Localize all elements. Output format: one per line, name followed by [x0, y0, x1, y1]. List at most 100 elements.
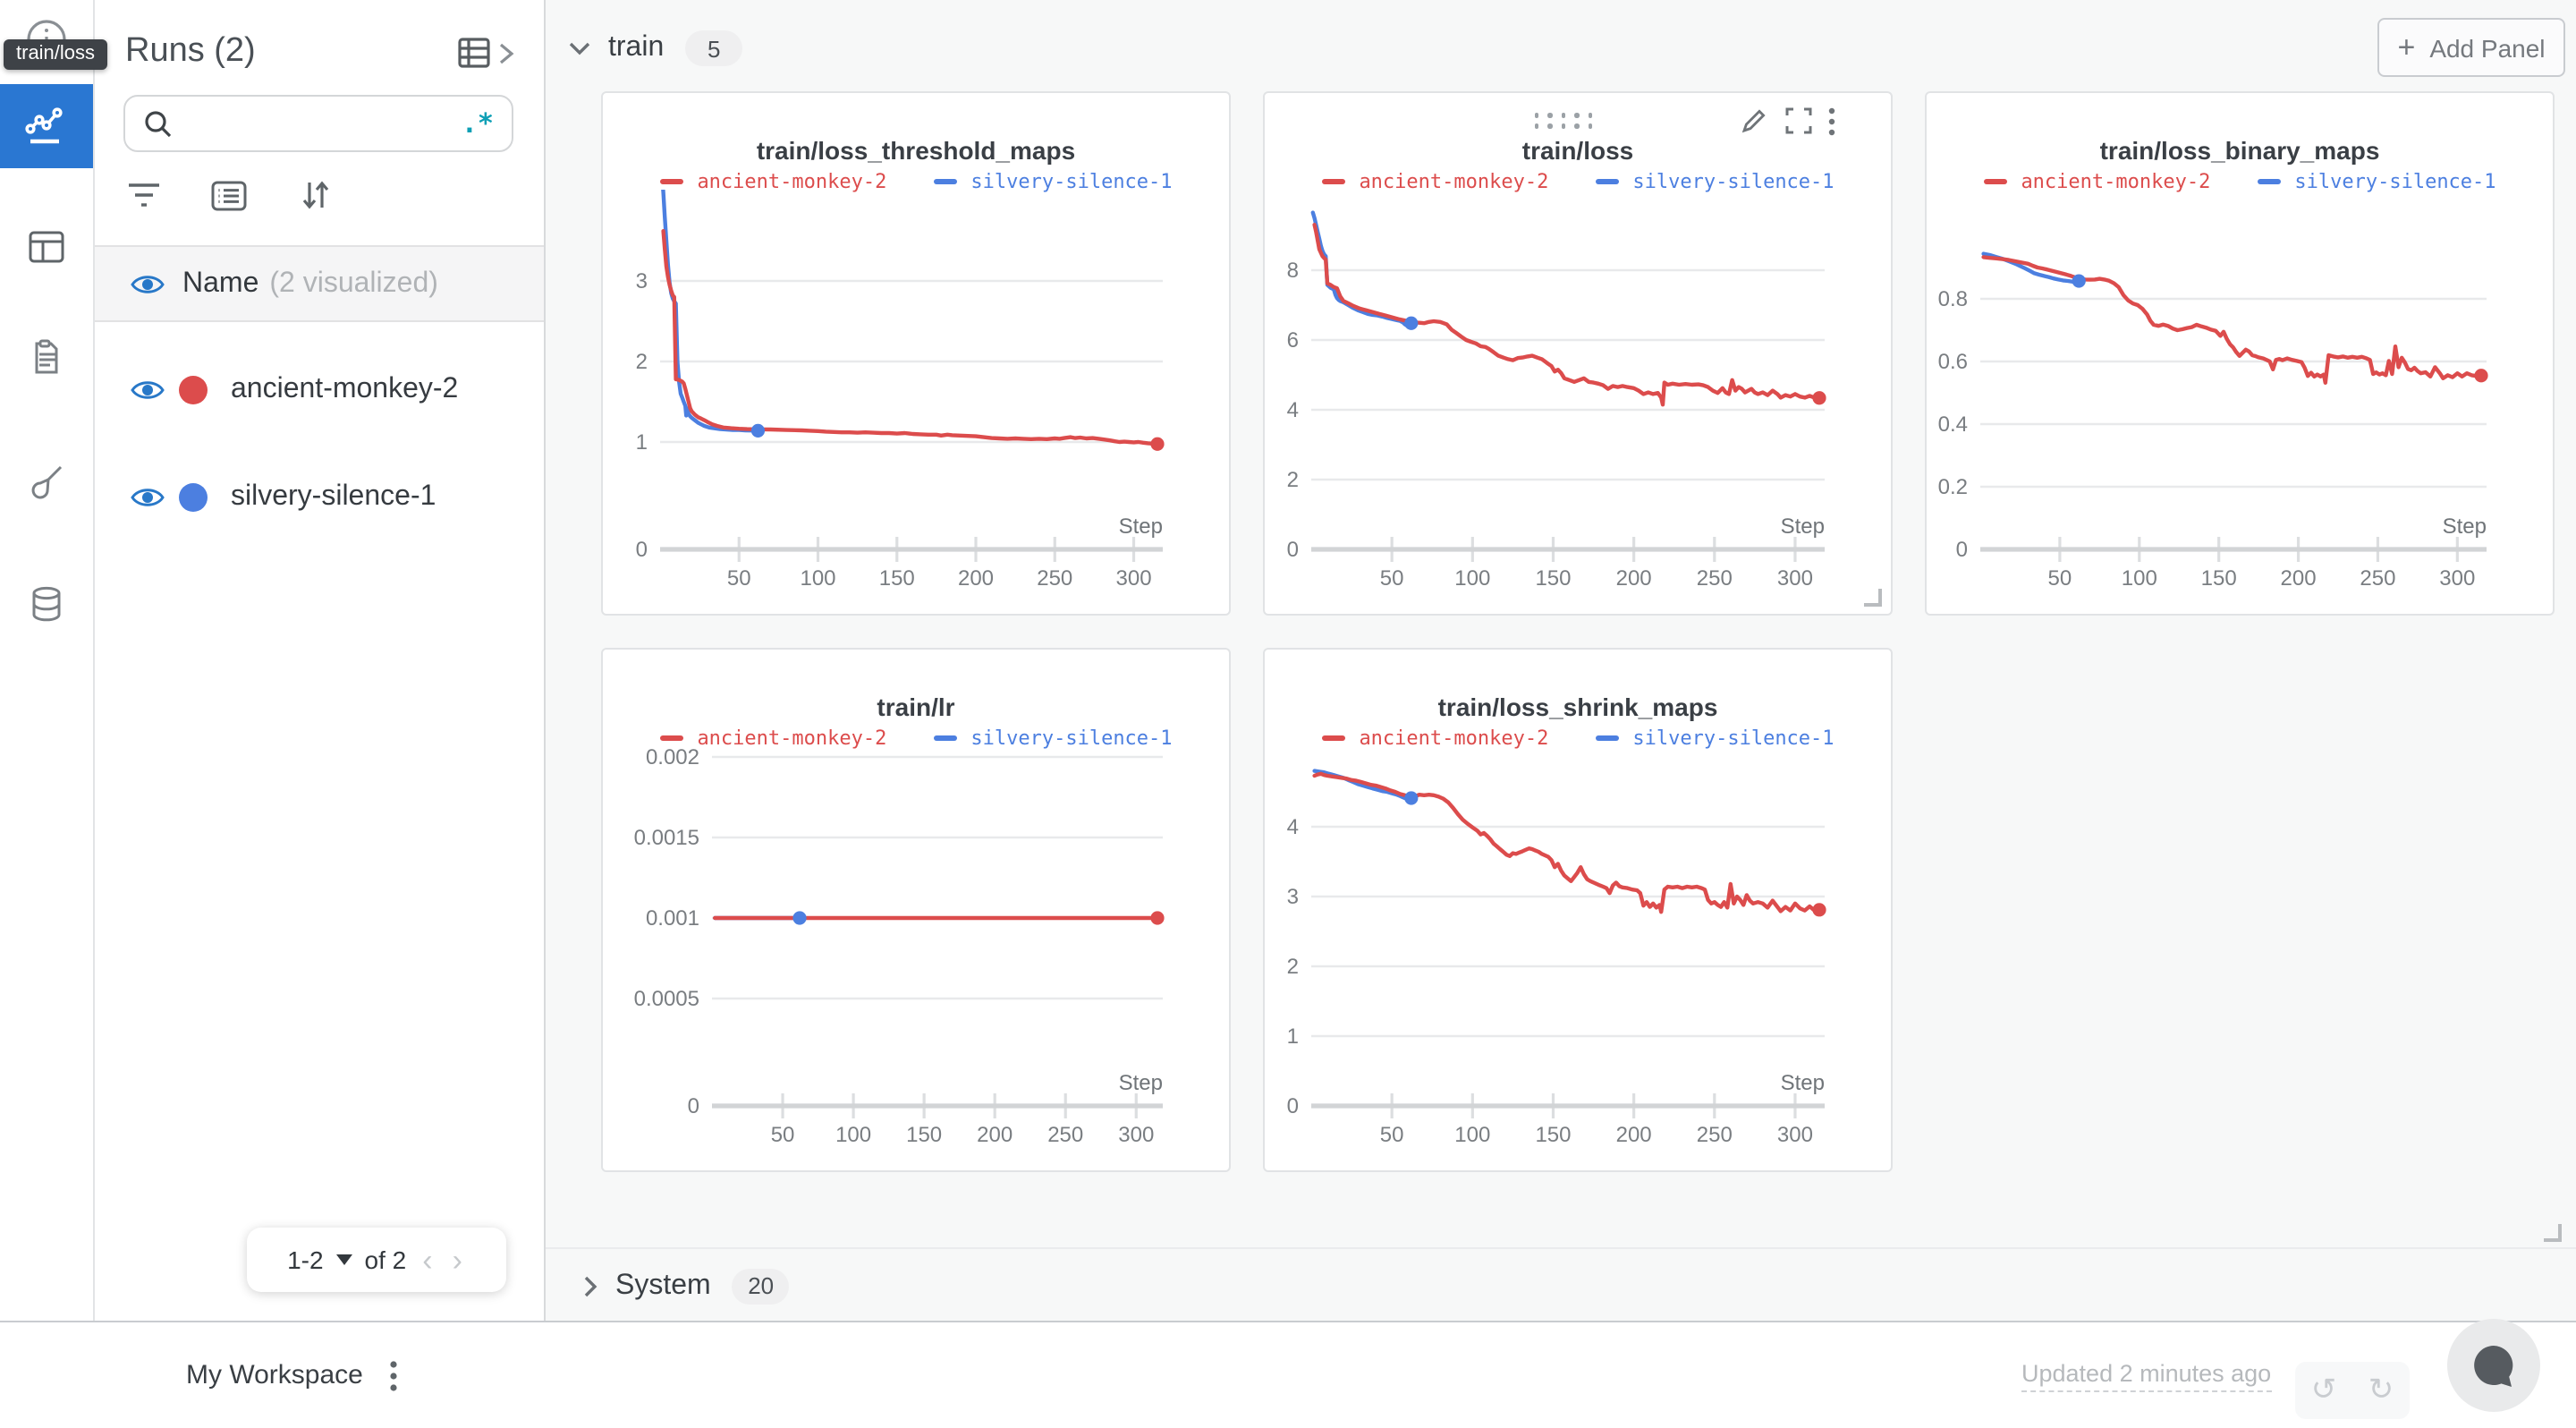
section-system-header[interactable]: System 20: [544, 1247, 2576, 1321]
svg-text:200: 200: [1616, 1123, 1652, 1147]
chart-title: train/lr: [877, 693, 955, 721]
svg-text:250: 250: [1037, 566, 1072, 591]
add-panel-button[interactable]: + Add Panel: [2377, 18, 2565, 77]
run-name: ancient-monkey-2: [231, 374, 459, 404]
legend-dash: [1595, 178, 1619, 185]
run-color-dot: [179, 483, 208, 512]
legend-dash: [1321, 735, 1345, 742]
svg-text:0: 0: [636, 538, 648, 562]
prev-page-button[interactable]: ‹: [422, 1243, 433, 1277]
legend-run-name: silvery-silence-1: [970, 170, 1173, 193]
legend-dash: [933, 178, 957, 185]
rail-item-logs[interactable]: [0, 319, 93, 397]
rail-item-workspace-charts[interactable]: [0, 84, 93, 168]
legend-item[interactable]: silvery-silence-1: [933, 170, 1173, 193]
svg-text:300: 300: [1118, 1123, 1154, 1147]
svg-text:Step: Step: [1781, 1071, 1825, 1095]
legend-item[interactable]: ancient-monkey-2: [1983, 170, 2210, 193]
section-train-header[interactable]: train 5: [569, 25, 743, 72]
table-layout-icon: [29, 231, 64, 263]
svg-text:100: 100: [2122, 566, 2157, 591]
undo-button[interactable]: ↺: [2310, 1373, 2337, 1407]
svg-text:300: 300: [1777, 566, 1813, 591]
svg-text:150: 150: [906, 1123, 942, 1147]
chevron-right-icon: [499, 43, 514, 64]
svg-text:50: 50: [1380, 1123, 1404, 1147]
chart-panel[interactable]: train/loss ancient-monkey-2 silvery-silen…: [1263, 91, 1893, 616]
run-color-dot: [179, 376, 208, 404]
svg-text:150: 150: [1535, 566, 1571, 591]
chart-plot: 1 2 3 0 50 100 150 200 250 300 Step: [636, 190, 1165, 591]
chevron-right-icon: [584, 1275, 597, 1296]
svg-text:3: 3: [636, 269, 648, 293]
legend-item[interactable]: ancient-monkey-2: [1321, 170, 1548, 193]
caret-down-icon[interactable]: [335, 1254, 352, 1265]
drag-handle-icon[interactable]: [1530, 109, 1597, 132]
eye-icon[interactable]: [131, 485, 165, 510]
last-updated[interactable]: Updated 2 minutes ago: [2021, 1322, 2272, 1428]
chart-panel[interactable]: train/loss_binary_maps ancient-monkey-2 s…: [1925, 91, 2555, 616]
legend-run-name: ancient-monkey-2: [1359, 170, 1549, 193]
runs-panel: Runs (2) .* Name (2 visualized): [93, 0, 546, 1321]
svg-text:0.2: 0.2: [1938, 475, 1968, 499]
redo-button[interactable]: ↻: [2368, 1373, 2394, 1407]
next-page-button[interactable]: ›: [452, 1243, 462, 1277]
rail-item-tables[interactable]: [0, 208, 93, 286]
visualized-count: (2 visualized): [269, 268, 438, 298]
table-icon: [458, 38, 490, 68]
svg-text:2: 2: [636, 350, 648, 374]
legend-item[interactable]: ancient-monkey-2: [659, 170, 886, 193]
fullscreen-icon[interactable]: [1785, 107, 1812, 134]
legend-item[interactable]: silvery-silence-1: [933, 727, 1173, 750]
chart-panel[interactable]: train/loss_threshold_maps ancient-monkey…: [601, 91, 1231, 616]
legend-item[interactable]: silvery-silence-1: [1595, 727, 1835, 750]
runs-table-expand-button[interactable]: [454, 32, 526, 75]
pagination-range[interactable]: 1-2: [287, 1245, 324, 1274]
section-resize-handle[interactable]: [2544, 1224, 2562, 1242]
edit-pencil-icon[interactable]: [1741, 107, 1767, 134]
svg-text:4: 4: [1287, 815, 1299, 839]
panel-menu-icon[interactable]: [1828, 107, 1835, 136]
chart-title: train/loss_shrink_maps: [1437, 693, 1718, 721]
svg-text:Step: Step: [2443, 514, 2487, 539]
workspace-title[interactable]: My Workspace: [186, 1360, 363, 1390]
rail-item-artifacts[interactable]: [0, 565, 93, 644]
regex-toggle[interactable]: .*: [461, 107, 494, 140]
legend-item[interactable]: ancient-monkey-2: [659, 727, 886, 750]
chart-panel[interactable]: train/loss_shrink_maps ancient-monkey-2 s…: [1263, 648, 1893, 1172]
run-row[interactable]: ancient-monkey-2: [93, 351, 544, 429]
svg-text:3: 3: [1287, 885, 1299, 909]
svg-text:1: 1: [1287, 1024, 1299, 1049]
sort-icon[interactable]: [295, 175, 335, 215]
panel-resize-handle[interactable]: [1864, 589, 1882, 607]
runs-header-row[interactable]: Name (2 visualized): [93, 245, 544, 322]
rail-item-sweeps[interactable]: [0, 444, 93, 523]
svg-text:0.001: 0.001: [646, 906, 699, 931]
runs-column-name: Name: [182, 268, 259, 298]
chart-panel[interactable]: train/lr ancient-monkey-2 silvery-silence…: [601, 648, 1231, 1172]
kebab-menu-icon[interactable]: [381, 1356, 406, 1396]
chart-plot: 0.2 0.4 0.6 0.8 0 50 100 150 200 250 300 Step: [1938, 251, 2488, 591]
svg-text:300: 300: [1116, 566, 1152, 591]
svg-text:0.0005: 0.0005: [634, 987, 699, 1011]
filter-icon[interactable]: [123, 175, 163, 215]
legend-item[interactable]: silvery-silence-1: [2257, 170, 2496, 193]
legend-dash: [2257, 178, 2281, 185]
list-settings-icon[interactable]: [209, 175, 249, 215]
legend-item[interactable]: silvery-silence-1: [1595, 170, 1835, 193]
svg-text:1: 1: [636, 430, 648, 455]
legend-dash: [1983, 178, 2007, 185]
chart-legend: ancient-monkey-2 silvery-silence-1: [1927, 170, 2553, 193]
chart-plot: 1 2 3 4 0 50 100 150 200 250 300 Step: [1287, 769, 1826, 1147]
run-search[interactable]: .*: [123, 95, 513, 152]
search-input[interactable]: [181, 108, 462, 139]
eye-icon[interactable]: [131, 378, 165, 403]
svg-text:250: 250: [1697, 1123, 1733, 1147]
chat-help-button[interactable]: [2447, 1319, 2540, 1412]
svg-text:8: 8: [1287, 259, 1299, 283]
run-row[interactable]: silvery-silence-1: [93, 458, 544, 537]
legend-run-name: silvery-silence-1: [970, 727, 1173, 750]
eye-icon[interactable]: [131, 271, 165, 296]
legend-item[interactable]: ancient-monkey-2: [1321, 727, 1548, 750]
svg-text:Step: Step: [1119, 1071, 1163, 1095]
